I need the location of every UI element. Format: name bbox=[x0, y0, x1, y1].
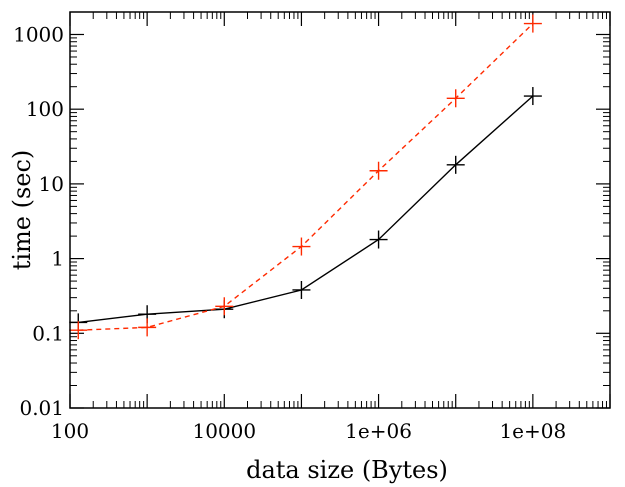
y-tick-label: 100 bbox=[26, 97, 64, 121]
x-tick-label: 1e+08 bbox=[499, 419, 566, 443]
series-1-point bbox=[446, 155, 465, 174]
y-tick-label: 0.01 bbox=[19, 396, 64, 420]
series-1-line bbox=[78, 95, 534, 324]
series-2-line bbox=[78, 23, 534, 331]
series-2-point bbox=[292, 237, 311, 256]
series-layer bbox=[69, 14, 542, 340]
x-tick-label: 1e+06 bbox=[345, 419, 412, 443]
y-axis-label: time (sec) bbox=[8, 150, 36, 271]
x-tick-label: 10000 bbox=[192, 419, 256, 443]
y-tick-label: 10 bbox=[39, 172, 64, 196]
y-tick-label: 1 bbox=[51, 247, 64, 271]
series-2-point bbox=[138, 318, 157, 337]
y-tick-label: 1000 bbox=[13, 22, 64, 46]
y-tick-label: 0.1 bbox=[32, 321, 64, 345]
series-2-point bbox=[369, 161, 388, 180]
series-2-point bbox=[446, 89, 465, 108]
x-tick-label: 100 bbox=[51, 419, 89, 443]
labels-layer: 100 10000 1e+06 1e+08 0.01 0.1 1 10 100 1000 bbox=[13, 22, 566, 443]
plot-frame bbox=[69, 11, 611, 409]
x-axis-label: data size (Bytes) bbox=[246, 456, 448, 484]
series-2-point bbox=[523, 14, 542, 33]
series-2-point bbox=[69, 321, 88, 340]
series-1-point bbox=[369, 230, 388, 249]
series-1-point bbox=[523, 87, 542, 106]
series-2-point bbox=[215, 297, 234, 316]
series-1-point bbox=[292, 280, 311, 299]
ticks-layer bbox=[69, 11, 611, 409]
